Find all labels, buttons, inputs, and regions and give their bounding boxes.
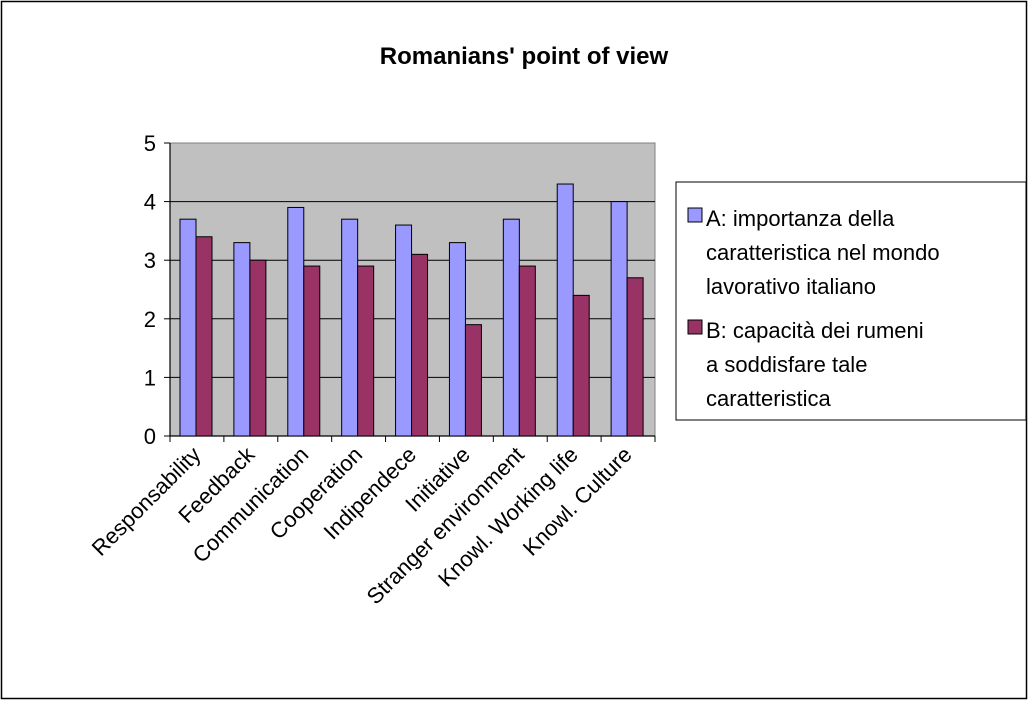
bar (556, 183, 574, 437)
y-tick-label: 4 (144, 190, 156, 215)
bar (341, 218, 359, 437)
bar (395, 224, 413, 437)
bar (464, 324, 482, 437)
y-tick-label: 1 (144, 365, 156, 390)
bar (502, 218, 520, 437)
legend-label: lavorativo italiano (706, 274, 876, 299)
bar (303, 265, 321, 437)
legend-label: a soddisfare tale (706, 352, 867, 377)
bar (195, 236, 213, 437)
bar (448, 242, 466, 437)
bar (249, 259, 267, 437)
legend-swatch (687, 207, 703, 223)
plot-area: 012345ResponsabilityFeedbackCommunicatio… (87, 131, 656, 609)
bar (179, 218, 197, 437)
y-tick-label: 3 (144, 248, 156, 273)
chart-title: Romanians' point of view (380, 43, 669, 70)
bar (411, 253, 429, 437)
legend-box (675, 181, 1027, 421)
bar (610, 201, 628, 437)
bar (626, 277, 644, 437)
legend-swatch (687, 319, 703, 335)
legend-label: caratteristica nel mondo (706, 240, 940, 265)
legend-label: B: capacità dei rumeni (706, 318, 924, 343)
legend-label: caratteristica (706, 386, 831, 411)
bar (518, 265, 536, 437)
y-tick-label: 2 (144, 307, 156, 332)
legend: A: importanza della caratteristica nel mo… (675, 181, 1027, 421)
bar (572, 294, 590, 437)
bar (233, 242, 251, 437)
legend-label: A: importanza della (706, 206, 895, 231)
bar (357, 265, 375, 437)
bar (287, 206, 305, 437)
y-tick-label: 5 (144, 131, 156, 156)
y-tick-label: 0 (144, 424, 156, 449)
